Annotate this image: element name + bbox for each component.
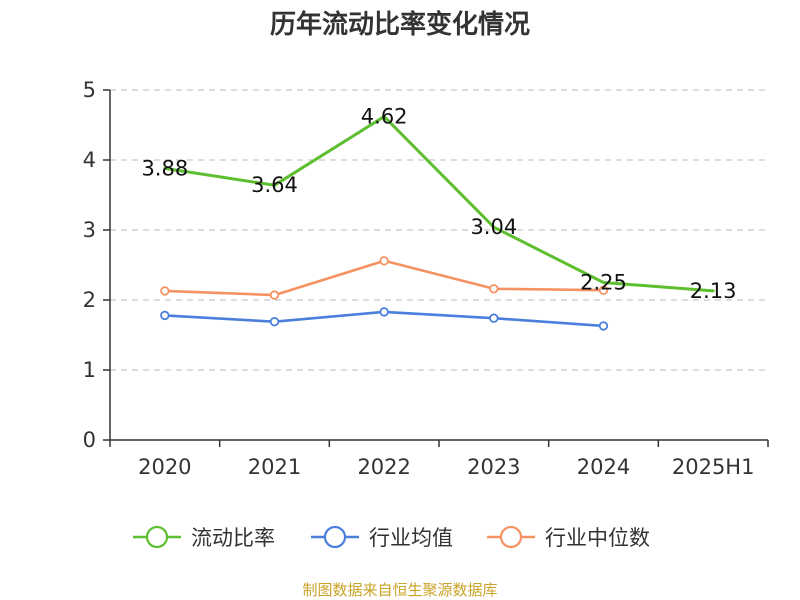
- chart-title: 历年流动比率变化情况: [270, 9, 530, 40]
- legend-swatch-marker: [499, 525, 523, 549]
- series-line-2: [163, 259, 605, 297]
- series-layer: [160, 115, 715, 331]
- series-line-0: [163, 115, 715, 293]
- series-point: [379, 256, 389, 266]
- x-tick-label: 2021: [248, 455, 301, 479]
- series-point: [269, 290, 280, 300]
- legend: 流动比率 行业均值 行业中位数: [133, 525, 650, 550]
- series-point: [489, 313, 499, 323]
- series-point: [379, 307, 389, 317]
- legend-label: 行业均值: [369, 526, 453, 550]
- x-tick-label: 2025H1: [672, 455, 755, 479]
- legend-swatch-marker: [145, 525, 169, 549]
- y-tick-label: 1: [83, 358, 96, 382]
- data-label: 3.88: [141, 156, 188, 180]
- data-label: 2.13: [690, 279, 737, 303]
- y-tick-label: 4: [83, 148, 96, 172]
- grid: [110, 89, 768, 371]
- y-tick-label: 5: [83, 78, 96, 102]
- series-point: [269, 317, 280, 327]
- data-label: 4.62: [361, 105, 408, 129]
- data-label: 3.04: [470, 215, 517, 239]
- series-point: [160, 286, 170, 296]
- series-point: [489, 284, 499, 294]
- data-label: 2.25: [580, 271, 627, 295]
- series-point: [598, 321, 609, 331]
- y-tick-label: 3: [83, 218, 96, 242]
- x-tick-label: 2023: [467, 455, 520, 479]
- axes: 0 1 2 3 4 5 2020 2021 2022 2023 2024 2025H1: [83, 78, 769, 479]
- x-tick-label: 2020: [138, 455, 191, 479]
- data-labels: 3.88 3.64 4.62 3.04 2.25 2.13: [141, 105, 736, 303]
- y-tick-label: 2: [83, 288, 96, 312]
- legend-swatch-marker: [323, 525, 347, 549]
- x-tick-label: 2024: [577, 455, 630, 479]
- legend-label: 流动比率: [191, 526, 275, 550]
- legend-label: 行业中位数: [545, 526, 650, 550]
- series-point: [160, 310, 170, 321]
- x-tick-label: 2022: [357, 455, 410, 479]
- y-tick-label: 0: [83, 428, 96, 452]
- series-point: [598, 285, 609, 295]
- data-label: 3.64: [251, 173, 298, 197]
- source-note: 制图数据来自恒生聚源数据库: [302, 581, 497, 599]
